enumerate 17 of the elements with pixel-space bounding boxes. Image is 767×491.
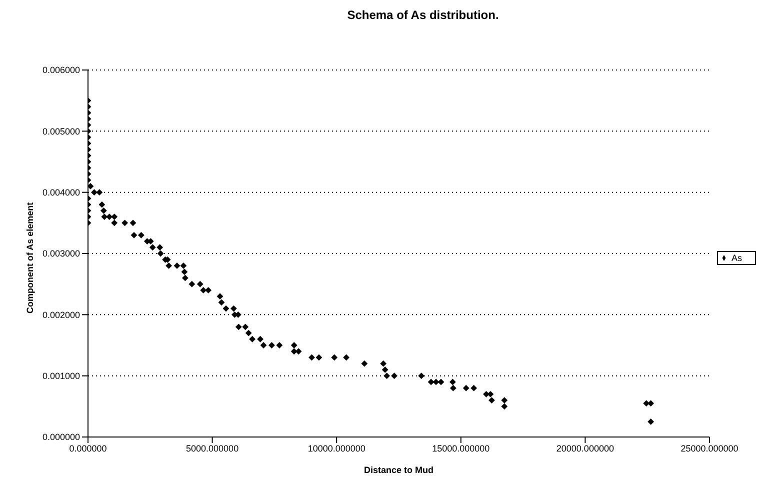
legend-label: As: [731, 252, 742, 262]
y-tick-label: 0.001000: [42, 371, 80, 382]
y-tick-label: 0.003000: [42, 248, 80, 259]
y-tick-label: 0.004000: [42, 188, 80, 198]
chart-title: Schema of As distribution.: [346, 8, 500, 24]
x-tick-label: 20000.000000: [556, 443, 614, 454]
y-tick-label: 0.000000: [42, 432, 80, 442]
x-tick-label: 0.000000: [69, 443, 107, 454]
x-tick-label: 25000.000000: [680, 443, 738, 454]
x-tick-label: 15000.000000: [432, 443, 490, 454]
y-axis-title: Component of As element: [25, 202, 36, 314]
x-tick-label: 5000.000000: [186, 443, 239, 454]
y-tick-label: 0.006000: [42, 65, 80, 76]
x-tick-label: 10000.000000: [308, 443, 366, 454]
y-tick-label: 0.002000: [42, 310, 80, 320]
y-tick-label: 0.005000: [42, 126, 80, 136]
x-axis-title: Distance to Mud: [364, 465, 434, 475]
